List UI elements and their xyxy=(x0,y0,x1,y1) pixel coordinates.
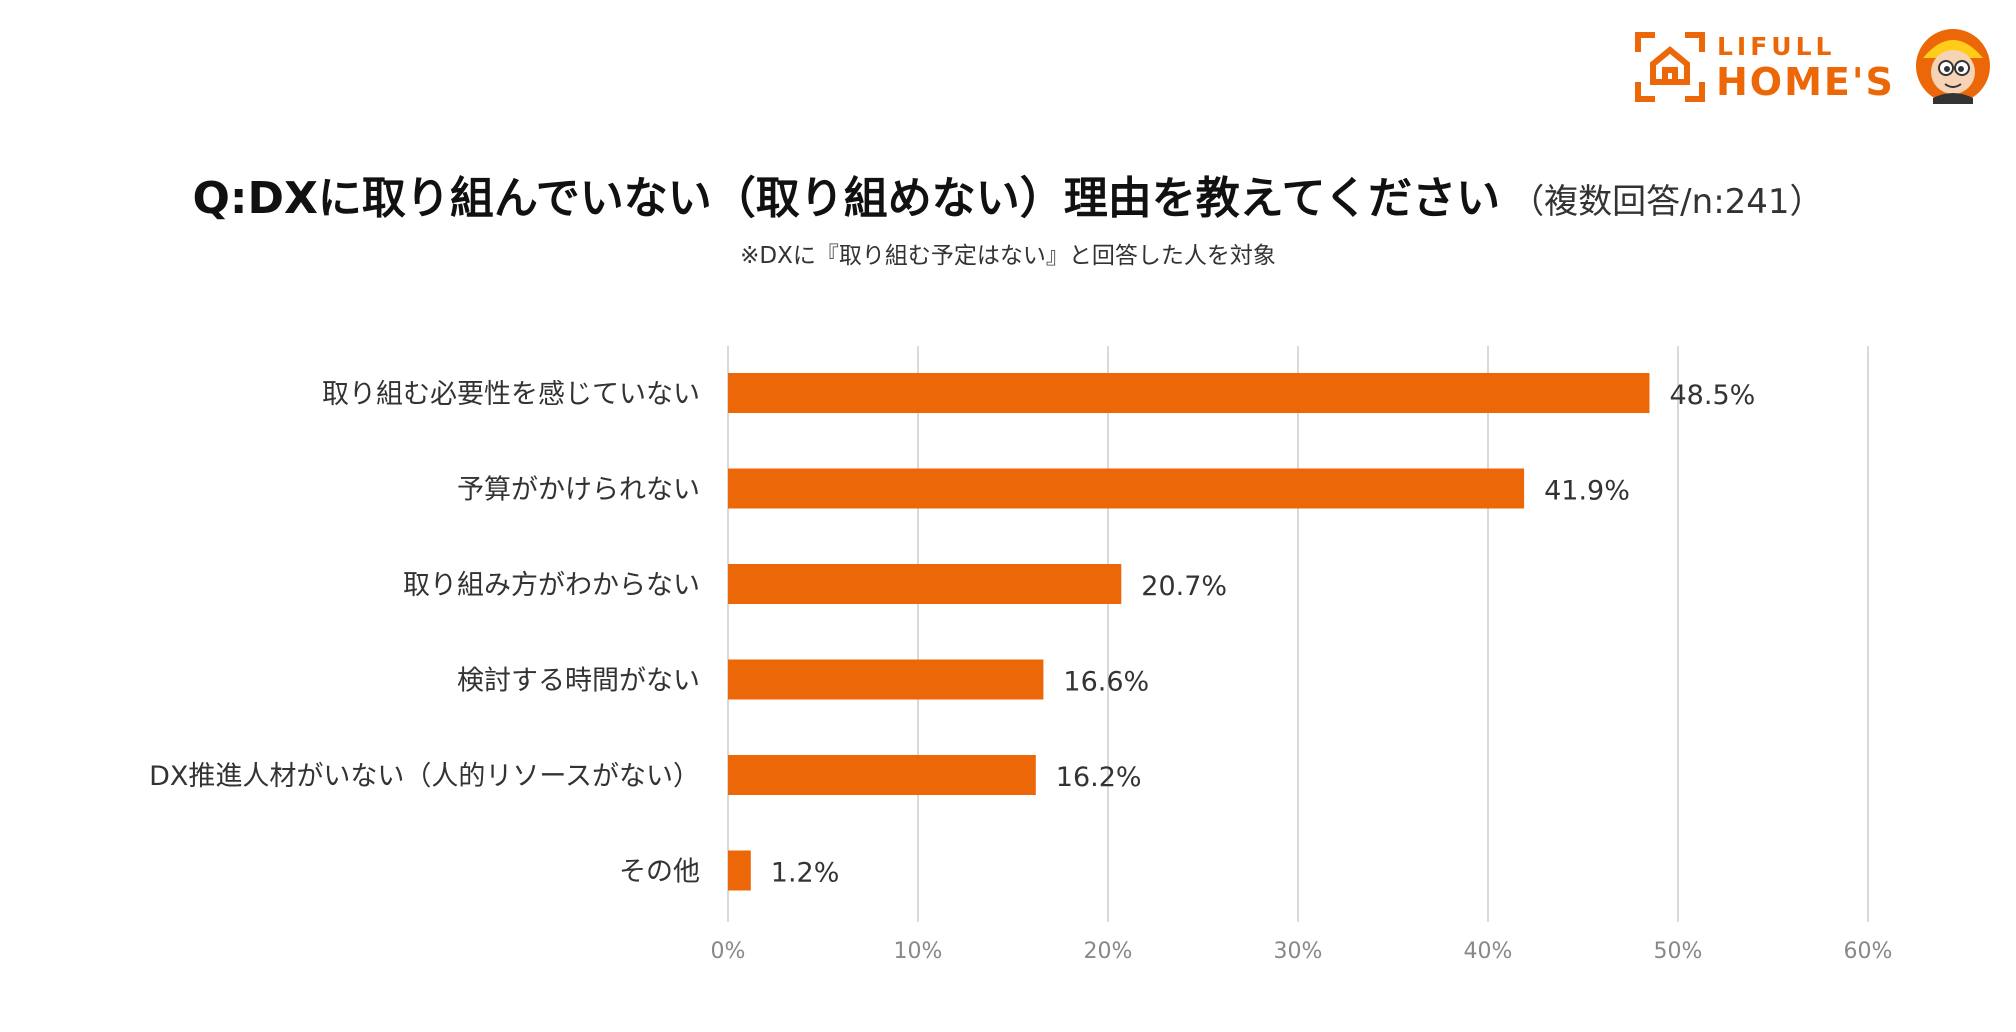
bar-3 xyxy=(728,659,1044,700)
value-label-2: 20.7% xyxy=(1141,571,1227,602)
category-label-5: その他 xyxy=(619,857,700,888)
chart-note: ※DXに『取り組む予定はない』と回答した人を対象 xyxy=(740,243,1276,269)
value-label-4: 16.2% xyxy=(1056,762,1142,793)
bar-5 xyxy=(728,850,751,891)
tick-label-20: 20% xyxy=(1084,939,1133,964)
house-frame-icon xyxy=(1635,32,1705,102)
tick-label-0: 0% xyxy=(711,939,746,964)
tick-label-30: 30% xyxy=(1274,939,1323,964)
category-label-1: 予算がかけられない xyxy=(457,475,700,506)
category-label-3: 検討する時間がない xyxy=(457,666,700,697)
bar-4 xyxy=(728,755,1036,795)
value-label-1: 41.9% xyxy=(1544,476,1630,507)
brand-logo: LIFULL HOME'S xyxy=(1635,28,1995,108)
tick-label-60: 60% xyxy=(1844,939,1893,964)
value-label-5: 1.2% xyxy=(771,858,840,889)
bar-2 xyxy=(728,564,1122,604)
bar-1 xyxy=(728,468,1525,509)
chart-title: Q:DXに取り組んでいない（取り組めない）理由を教えてください （複数回答/n:2… xyxy=(0,162,2016,226)
mascot-icon xyxy=(1916,29,1990,104)
tick-label-40: 40% xyxy=(1464,939,1513,964)
chart-title-main: Q:DXに取り組んでいない（取り組めない）理由を教えてください xyxy=(192,173,1501,224)
chart-title-sub: （複数回答/n:241） xyxy=(1510,182,1824,222)
value-label-0: 48.5% xyxy=(1670,380,1756,411)
logo-bottom-text: HOME'S xyxy=(1716,60,1895,104)
tick-label-10: 10% xyxy=(894,939,943,964)
value-label-3: 16.6% xyxy=(1063,667,1149,698)
tick-label-50: 50% xyxy=(1654,939,1703,964)
category-label-2: 取り組み方がわからない xyxy=(403,570,700,601)
category-label-0: 取り組む必要性を感じていない xyxy=(322,379,700,410)
logo-top-text: LIFULL xyxy=(1717,32,1836,61)
category-label-4: DX推進人材がいない（人的リソースがない） xyxy=(149,761,700,792)
bar-0 xyxy=(728,373,1650,413)
